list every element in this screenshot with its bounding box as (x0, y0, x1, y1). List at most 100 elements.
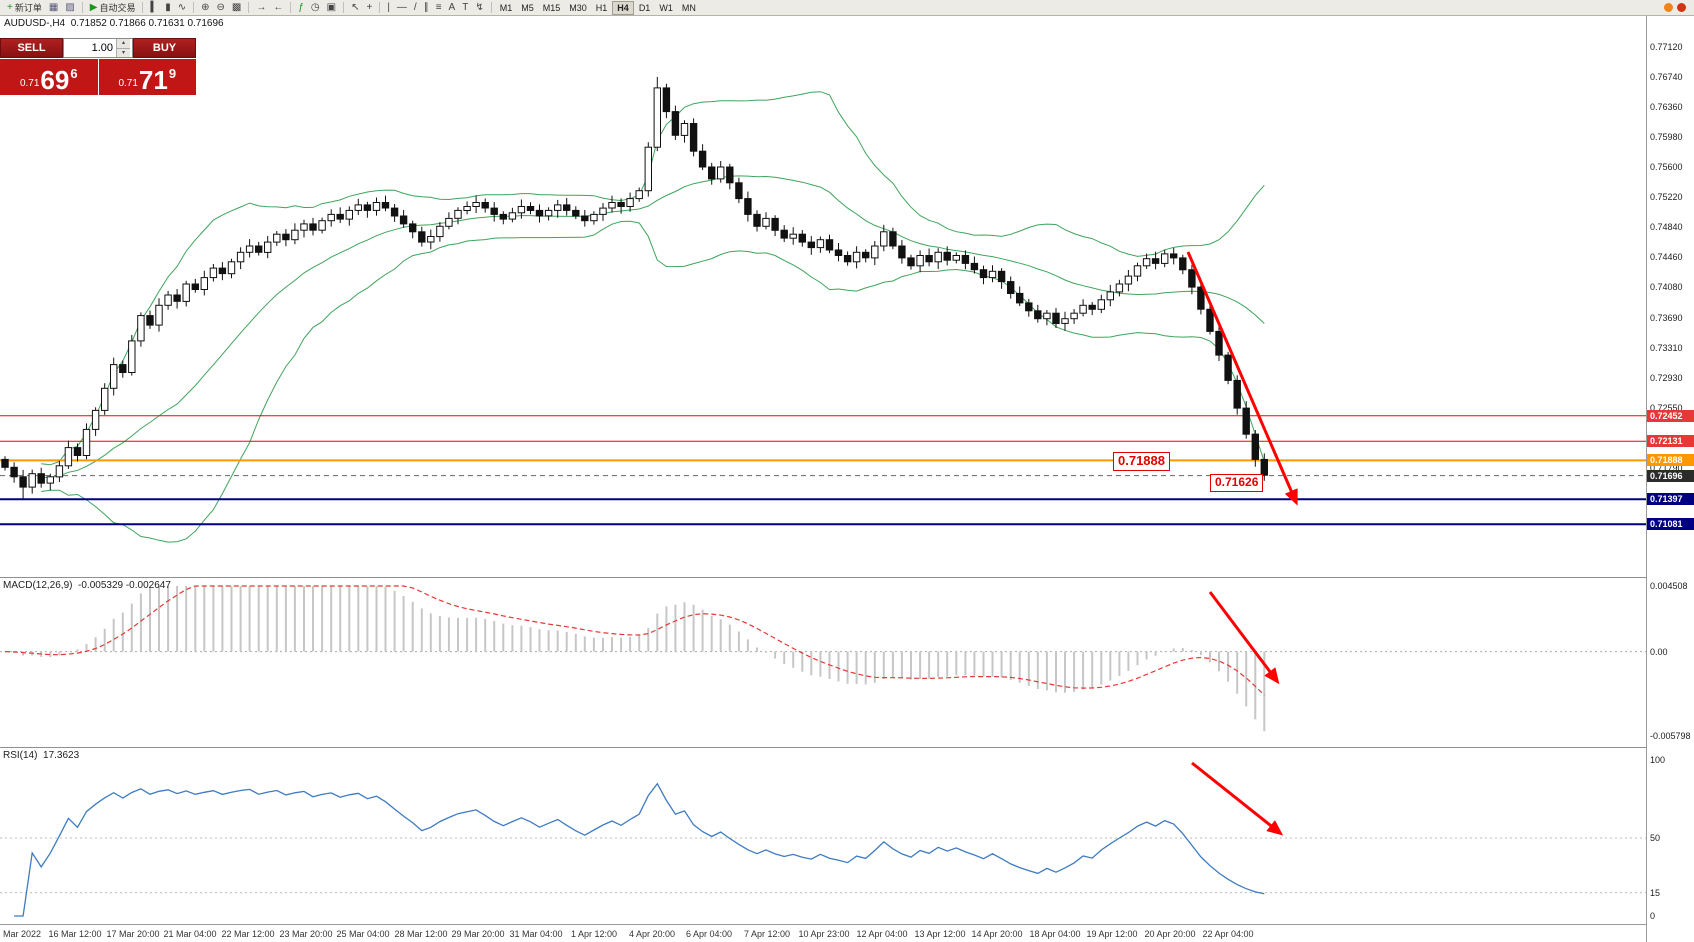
macd-trend-arrow[interactable] (1208, 591, 1280, 685)
volume-field[interactable]: ▴ ▾ (63, 38, 133, 58)
auto-scroll-icon[interactable]: → (253, 1, 269, 15)
vertical-line-icon: | (387, 1, 390, 13)
time-axis-label: 21 Mar 04:00 (163, 929, 217, 939)
autotrading-button-label: 自动交易 (99, 2, 136, 13)
indicators-icon[interactable]: ƒ (295, 1, 307, 15)
tile-windows-icon[interactable]: ▩ (229, 1, 244, 15)
periods-icon[interactable]: ◷ (308, 1, 323, 15)
one-click-trade-panel: SELL ▴ ▾ BUY 0.71 69 6 0.71 71 9 (0, 38, 196, 95)
time-axis-label: 31 Mar 04:00 (509, 929, 563, 939)
time-axis-label: 12 Apr 04:00 (856, 929, 908, 939)
main-chart-canvas[interactable] (0, 16, 1646, 578)
label-icon: T (462, 1, 469, 13)
buy-button[interactable]: BUY (133, 38, 196, 58)
price-tick: 0.77120 (1650, 42, 1683, 52)
sell-price-prefix: 0.71 (19, 78, 40, 89)
symbol-ohlc-values: 0.71852 0.71866 0.71631 0.71696 (70, 18, 224, 29)
rsi-name: RSI(14) (3, 750, 38, 761)
price-tick: 0.72550 (1650, 403, 1683, 413)
pane-separator-macd[interactable] (0, 577, 1694, 578)
time-axis-label: 7 Apr 12:00 (743, 929, 791, 939)
fibonacci-icon[interactable]: ≡ (433, 1, 445, 15)
volume-up-icon[interactable]: ▴ (116, 39, 130, 48)
timeframe-m5-button[interactable]: M5 (521, 2, 534, 13)
buy-price-display[interactable]: 0.71 71 9 (98, 59, 196, 95)
macd-panel-canvas[interactable] (0, 578, 1646, 748)
toolbar-separator (142, 2, 144, 13)
bar-chart-icon[interactable]: ▍ (147, 1, 161, 15)
arrow-tools-icon: ↯ (475, 1, 484, 13)
orange-status-icon[interactable] (1664, 3, 1673, 12)
price-callout[interactable]: 0.71626 (1210, 474, 1264, 492)
price-callout[interactable]: 0.71888 (1113, 452, 1170, 471)
time-axis-label: 20 Apr 20:00 (1144, 929, 1196, 939)
time-axis-label: 28 Mar 12:00 (394, 929, 448, 939)
time-axis-label: 17 Mar 20:00 (106, 929, 160, 939)
chart-shift-icon[interactable]: ← (270, 1, 286, 15)
macd-signal-line (4, 585, 1265, 696)
volume-down-icon[interactable]: ▾ (116, 47, 130, 57)
candlestick-chart-icon[interactable]: ▮ (162, 1, 174, 15)
timeframe-mn-button[interactable]: MN (681, 2, 696, 13)
profiles-icon[interactable]: ▨ (62, 1, 77, 15)
red-status-icon[interactable] (1677, 3, 1686, 12)
text-icon[interactable]: A (446, 1, 459, 15)
candles-layer (1, 76, 1268, 499)
zoom-out-icon[interactable]: ⊖ (213, 1, 227, 15)
horizontal-line-icon[interactable]: — (394, 1, 410, 15)
rsi-panel-canvas[interactable] (0, 748, 1646, 924)
rsi-axis-tick: 0 (1650, 911, 1656, 921)
new-order-button[interactable]: + 新订单 (4, 1, 45, 15)
channel-icon: ∥ (423, 1, 429, 13)
time-axis-label: 6 Apr 04:00 (685, 929, 733, 939)
charts-grid-icon[interactable]: ▦ (46, 1, 61, 15)
volume-input[interactable] (64, 39, 116, 57)
text-icon: A (448, 1, 456, 13)
timeframe-h1-button[interactable]: H1 (595, 2, 608, 13)
cursor-icon[interactable]: ↖ (348, 1, 362, 15)
toolbar-right-icons (1664, 3, 1690, 12)
profiles-icon: ▨ (65, 1, 75, 13)
zoom-in-icon: ⊕ (201, 1, 210, 13)
sell-button[interactable]: SELL (0, 38, 63, 58)
channel-icon[interactable]: ∥ (421, 1, 432, 15)
timeframe-m15-button[interactable]: M15 (542, 2, 561, 13)
timeframe-m30-button[interactable]: M30 (569, 2, 587, 13)
main-trend-arrow[interactable] (1186, 251, 1298, 506)
autotrading-button[interactable]: ▶ 自动交易 (87, 1, 139, 15)
timeframe-h4-button[interactable]: H4 (612, 0, 634, 15)
trendline-icon[interactable]: / (411, 1, 420, 15)
templates-icon: ▣ (326, 1, 337, 13)
price-tag: 0.71888 (1647, 454, 1694, 466)
pane-separator-rsi[interactable] (0, 747, 1694, 748)
arrow-tools-icon[interactable]: ↯ (472, 1, 486, 15)
rsi-axis-tick: 100 (1650, 755, 1666, 765)
buy-price-big: 71 (138, 65, 168, 95)
price-tick: 0.75220 (1650, 192, 1683, 202)
macd-histogram (13, 586, 1266, 732)
label-icon[interactable]: T (459, 1, 471, 15)
bollinger-middle-band (41, 175, 1265, 479)
crosshair-icon[interactable]: + (363, 1, 375, 15)
sell-price-display[interactable]: 0.71 69 6 (0, 59, 98, 95)
timeframe-d1-button[interactable]: D1 (638, 2, 651, 13)
price-axis[interactable]: 0.77120 0.76740 0.76360 0.75980 0.75600 0.752… (1646, 16, 1694, 942)
price-tag: 0.72452 (1647, 410, 1694, 422)
templates-icon[interactable]: ▣ (324, 1, 339, 15)
rsi-value: 17.3623 (43, 750, 80, 761)
line-chart-icon[interactable]: ∿ (175, 1, 189, 15)
time-axis-label: 25 Mar 04:00 (336, 929, 390, 939)
timeframe-m1-button[interactable]: M1 (499, 2, 513, 13)
zoom-in-icon[interactable]: ⊕ (198, 1, 212, 15)
zoom-out-icon: ⊖ (216, 1, 225, 13)
price-tick: 0.73690 (1650, 313, 1683, 323)
timeframe-w1-button[interactable]: W1 (659, 2, 673, 13)
rsi-trend-arrow[interactable] (1191, 761, 1284, 836)
time-axis[interactable]: Mar 2022 16 Mar 12:00 17 Mar 20:00 21 Mar 0… (0, 924, 1646, 942)
indicators-icon: ƒ (298, 1, 304, 13)
vertical-line-icon[interactable]: | (384, 1, 393, 15)
time-axis-label: 1 Apr 12:00 (570, 929, 618, 939)
time-axis-label: Mar 2022 (2, 929, 42, 939)
auto-scroll-icon: → (256, 1, 267, 13)
toolbar-separator (193, 2, 195, 13)
